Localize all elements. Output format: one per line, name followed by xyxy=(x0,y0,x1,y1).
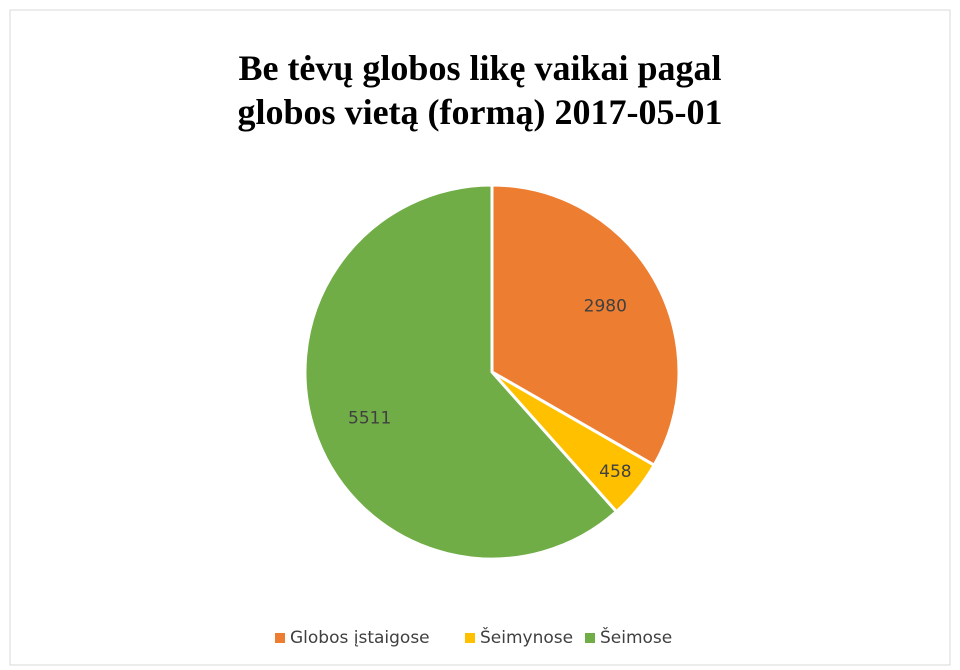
data-label: 458 xyxy=(599,462,631,482)
legend-label: Globos įstaigose xyxy=(290,628,430,648)
legend-swatch xyxy=(585,633,595,643)
data-label: 2980 xyxy=(584,296,627,316)
legend-label: Šeimose xyxy=(600,626,672,648)
pie-slice xyxy=(303,183,619,561)
legend-swatch xyxy=(275,633,285,643)
pie-slice xyxy=(490,183,681,468)
data-label: 5511 xyxy=(348,409,391,429)
legend-swatch xyxy=(465,633,475,643)
chart-title: Be tėvų globos likę vaikai pagal globos v… xyxy=(238,48,723,132)
legend-label: Šeimynose xyxy=(480,626,573,648)
